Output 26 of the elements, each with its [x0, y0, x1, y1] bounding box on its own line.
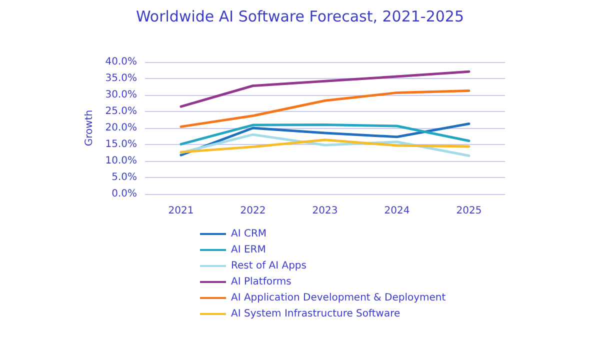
y-tick-label: 0.0%: [112, 188, 137, 200]
line-series: [180, 70, 470, 108]
y-tick-label: 30.0%: [105, 90, 137, 100]
legend-label: AI CRM: [231, 228, 267, 240]
x-tick-label: 2022: [240, 206, 266, 216]
chart-title: Worldwide AI Software Forecast, 2021-2025: [136, 8, 464, 26]
legend-label: AI ERM: [231, 244, 266, 256]
y-tick-label: 10.0%: [105, 156, 137, 166]
legend-label: AI System Infrastructure Software: [231, 308, 400, 320]
y-tick-label: 35.0%: [105, 73, 137, 84]
y-tick-label: 40.0%: [105, 56, 137, 68]
legend-label: AI Application Development & Deployment: [231, 292, 446, 304]
legend-label: AI Platforms: [231, 276, 292, 288]
y-tick-label: 5.0%: [112, 172, 137, 183]
legend-label: Rest of AI Apps: [231, 260, 306, 272]
y-tick-label: 20.0%: [105, 122, 137, 134]
y-axis-title: Growth: [84, 110, 95, 146]
y-tick-label: 25.0%: [105, 106, 137, 117]
x-tick-label: 2023: [312, 206, 338, 216]
line-series: [180, 89, 470, 128]
y-tick-label: 15.0%: [105, 139, 137, 150]
x-tick-label: 2024: [384, 206, 410, 216]
x-tick-label: 2021: [168, 206, 194, 216]
x-tick-label: 2025: [456, 206, 482, 216]
line-series: [180, 138, 470, 154]
line-series: [180, 123, 470, 146]
